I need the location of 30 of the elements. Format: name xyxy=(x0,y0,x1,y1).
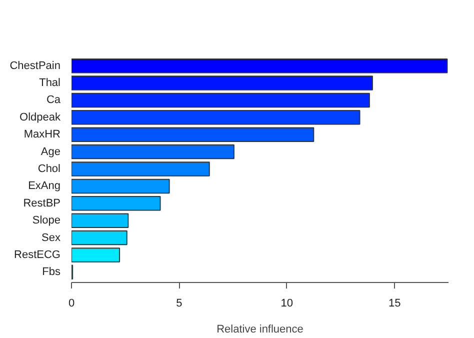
y-tick-label: Oldpeak xyxy=(20,111,61,124)
bar xyxy=(72,213,129,228)
bar xyxy=(72,230,128,246)
bar xyxy=(72,127,314,142)
bar xyxy=(72,144,234,160)
y-tick-label: Fbs xyxy=(42,266,61,278)
bar xyxy=(72,58,448,74)
y-tick-label: ChestPain xyxy=(10,60,61,72)
bar xyxy=(72,248,120,262)
y-tick-label: MaxHR xyxy=(24,128,61,141)
y-tick-label: Sex xyxy=(42,232,61,244)
bar xyxy=(72,196,161,211)
x-tick-label: 5 xyxy=(176,298,182,310)
y-tick-label: RestBP xyxy=(23,197,61,210)
bar xyxy=(72,92,370,108)
bar xyxy=(72,110,360,125)
y-tick-label: Chol xyxy=(38,163,60,175)
y-tick-label: Slope xyxy=(32,214,61,227)
y-tick-label: Ca xyxy=(46,94,62,106)
bar xyxy=(72,178,170,194)
y-tick-label: Age xyxy=(40,146,61,158)
x-axis-title: Relative influence xyxy=(216,324,304,336)
y-tick-label: ExAng xyxy=(28,180,61,192)
y-tick-label: RestECG xyxy=(14,248,61,261)
x-tick-label: 10 xyxy=(280,298,294,310)
bar xyxy=(72,162,210,176)
y-tick-label: Thal xyxy=(39,77,61,90)
x-tick-label: 0 xyxy=(68,298,75,310)
bar xyxy=(72,76,373,90)
x-tick-label: 15 xyxy=(388,298,401,310)
